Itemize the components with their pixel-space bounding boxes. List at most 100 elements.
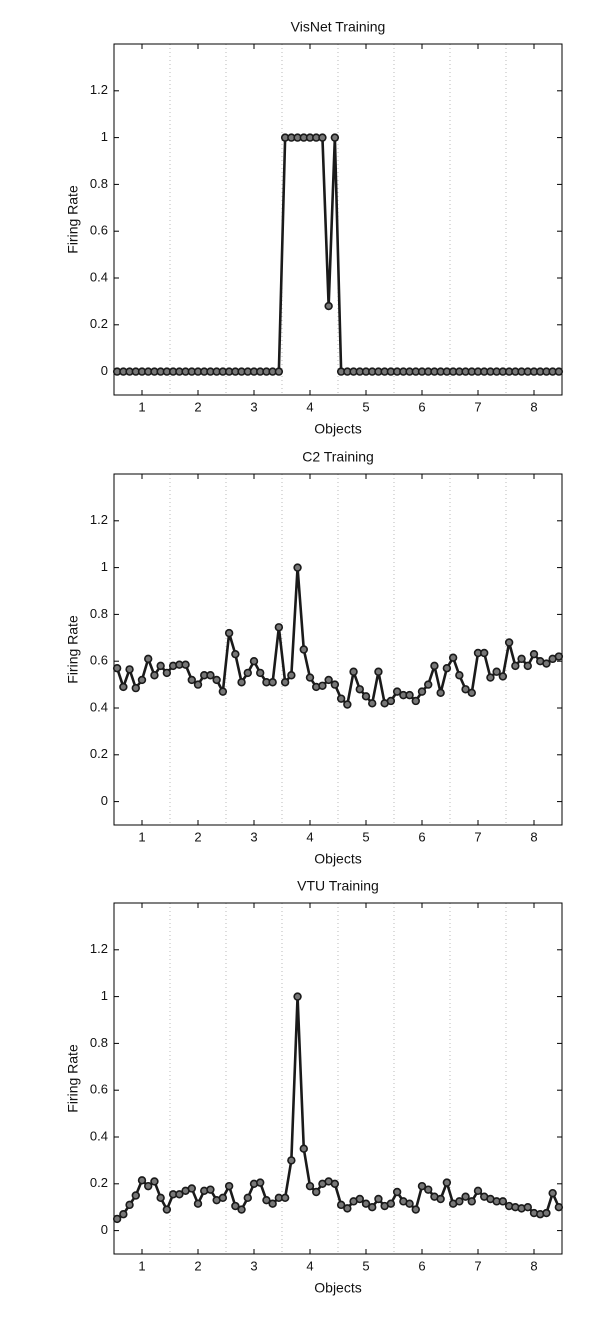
data-point <box>268 678 277 687</box>
data-point <box>374 667 383 676</box>
y-tick-label: 0.2 <box>90 316 108 331</box>
data-point <box>461 685 470 694</box>
x-tick-label: 1 <box>138 1258 145 1273</box>
data-point <box>119 682 128 692</box>
data-point <box>368 1202 377 1212</box>
y-axis-label: Firing Rate <box>65 185 81 254</box>
x-tick-label: 4 <box>306 399 313 414</box>
data-point <box>343 700 352 709</box>
data-point <box>318 133 327 142</box>
x-tick-label: 8 <box>530 1258 537 1273</box>
y-tick-label: 0 <box>101 1222 108 1237</box>
data-point <box>455 671 464 680</box>
data-point <box>162 1205 172 1214</box>
data-point <box>243 1193 252 1203</box>
data-point <box>187 1184 196 1193</box>
data-point <box>529 649 539 659</box>
data-point <box>293 992 302 1001</box>
data-point <box>137 1176 147 1185</box>
x-tick-label: 8 <box>530 399 537 414</box>
data-point <box>405 1199 414 1208</box>
data-point <box>280 1193 290 1203</box>
data-point <box>511 661 520 671</box>
x-tick-label: 2 <box>194 1258 201 1273</box>
plot-frame <box>113 43 563 396</box>
data-point <box>436 688 445 697</box>
y-tick-label: 0 <box>101 363 108 378</box>
data-point <box>156 661 165 671</box>
data-point <box>523 661 532 671</box>
x-tick-label: 1 <box>138 399 145 414</box>
data-point <box>455 1197 464 1206</box>
data-point <box>131 1191 140 1200</box>
y-tick-label: 0.2 <box>90 746 108 761</box>
data-point <box>137 675 147 685</box>
data-point <box>212 675 221 685</box>
data-point <box>287 671 296 680</box>
data-point <box>144 654 153 664</box>
y-tick-label: 0.6 <box>90 223 108 238</box>
y-tick-label: 1.2 <box>90 512 108 527</box>
data-point <box>193 680 203 689</box>
data-point <box>548 1188 557 1198</box>
data-point <box>467 688 476 697</box>
data-point <box>498 672 508 681</box>
x-tick-label: 6 <box>418 399 425 414</box>
y-tick-label: 1 <box>101 129 108 144</box>
x-axis-label: Objects <box>314 1280 361 1296</box>
data-point <box>361 692 371 701</box>
x-tick-label: 6 <box>418 1258 425 1273</box>
data-point <box>293 563 302 572</box>
plot-frame <box>113 902 563 1255</box>
data-point <box>417 1181 427 1191</box>
data-point <box>287 1156 296 1165</box>
chart-title: VisNet Training <box>291 19 386 35</box>
y-tick-label: 0.2 <box>90 1175 108 1190</box>
y-tick-label: 0.4 <box>90 699 108 714</box>
x-tick-label: 5 <box>362 829 369 844</box>
data-point <box>355 685 364 694</box>
x-tick-label: 1 <box>138 829 145 844</box>
data-point <box>355 1194 364 1204</box>
x-tick-label: 7 <box>474 829 481 844</box>
data-point <box>430 661 439 671</box>
data-point <box>442 1178 452 1187</box>
x-tick-label: 3 <box>250 829 257 844</box>
x-tick-label: 4 <box>306 829 313 844</box>
data-point <box>256 668 265 678</box>
y-tick-label: 0.6 <box>90 653 108 668</box>
data-point <box>330 133 340 142</box>
data-point <box>193 1199 203 1208</box>
data-point <box>411 1205 420 1214</box>
data-point <box>156 1193 165 1203</box>
data-point <box>280 678 290 687</box>
x-tick-label: 2 <box>194 829 201 844</box>
x-tick-label: 7 <box>474 399 481 414</box>
y-tick-label: 0 <box>101 793 108 808</box>
data-point <box>424 680 433 689</box>
data-point <box>256 1178 265 1187</box>
data-point <box>305 673 315 682</box>
x-tick-label: 7 <box>474 1258 481 1273</box>
data-point <box>442 664 452 673</box>
data-point <box>150 671 159 680</box>
y-tick-label: 0.8 <box>90 606 108 621</box>
data-point <box>125 665 134 674</box>
data-point <box>181 660 190 669</box>
x-axis-label: Objects <box>314 421 361 437</box>
y-axis-label: Firing Rate <box>65 1044 81 1113</box>
data-point <box>461 1192 470 1201</box>
data-point <box>144 1181 153 1191</box>
plot-frame <box>113 473 563 826</box>
data-point <box>119 1210 128 1219</box>
data-point <box>330 1179 340 1189</box>
data-point <box>436 1194 445 1204</box>
x-tick-label: 2 <box>194 399 201 414</box>
data-point <box>498 1197 508 1206</box>
data-point <box>218 1193 228 1203</box>
data-point <box>299 1144 308 1153</box>
x-tick-label: 6 <box>418 829 425 844</box>
data-point <box>324 675 333 685</box>
data-point <box>243 668 252 678</box>
